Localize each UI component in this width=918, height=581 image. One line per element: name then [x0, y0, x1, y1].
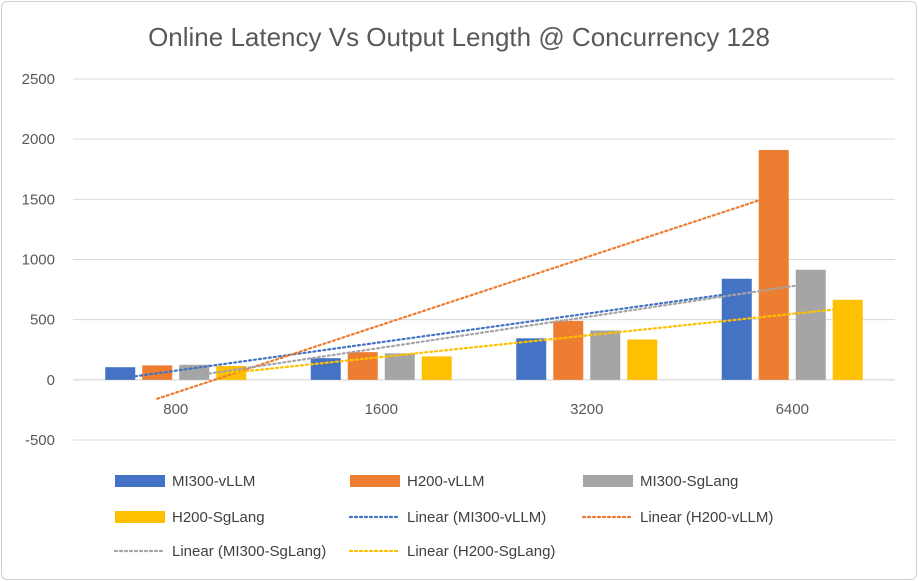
y-tick-label: 500 — [30, 312, 55, 329]
legend-label: MI300-SgLang — [640, 473, 738, 490]
y-tick-label: 0 — [47, 372, 55, 389]
bar-mi300-sglang — [590, 330, 621, 380]
bar-mi300-sglang — [384, 353, 415, 380]
trendlines — [119, 194, 849, 400]
legend-swatch — [115, 511, 165, 523]
bar-h200-vllm — [553, 320, 584, 380]
x-tick-label: 3200 — [570, 401, 603, 418]
chart-title: Online Latency Vs Output Length @ Concur… — [148, 22, 770, 52]
bar-h200-sglang — [832, 299, 863, 380]
bar-h200-vllm — [758, 149, 789, 380]
y-tick-label: 1500 — [22, 191, 55, 208]
legend-swatch — [115, 475, 165, 487]
legend-item: Linear (MI300-vLLM) — [348, 509, 546, 526]
x-tick-label: 6400 — [776, 401, 809, 418]
x-tick-label: 1600 — [365, 401, 398, 418]
legend-item: H200-vLLM — [350, 473, 485, 490]
bar-h200-sglang — [421, 356, 452, 380]
trendline-mi300-sglang — [193, 282, 812, 377]
y-tick-label: 2500 — [22, 71, 55, 88]
trendline-h200-sglang — [230, 307, 849, 374]
trendline-mi300-vllm — [119, 291, 738, 380]
gridlines — [73, 78, 895, 441]
legend-label: H200-SgLang — [172, 509, 265, 526]
legend: MI300-vLLM H200-vLLM MI300-SgLang H200-SgLa… — [113, 473, 773, 560]
bar-h200-sglang — [627, 339, 658, 380]
bar-mi300-sglang — [795, 269, 826, 380]
legend-swatch — [583, 475, 633, 487]
bar-mi300-vllm — [516, 338, 547, 380]
legend-item: MI300-SgLang — [583, 473, 738, 490]
legend-item: H200-SgLang — [115, 509, 265, 526]
y-tick-label: 1000 — [22, 252, 55, 269]
bar-h200-vllm — [347, 352, 378, 380]
legend-label: Linear (MI300-SgLang) — [172, 543, 326, 560]
legend-item: Linear (H200-SgLang) — [348, 543, 555, 560]
legend-item: Linear (MI300-SgLang) — [113, 543, 326, 560]
legend-item: MI300-vLLM — [115, 473, 255, 490]
legend-label: H200-vLLM — [407, 473, 485, 490]
legend-label: Linear (MI300-vLLM) — [407, 509, 546, 526]
legend-label: Linear (H200-vLLM) — [640, 509, 773, 526]
legend-label: MI300-vLLM — [172, 473, 255, 490]
y-tick-label: -500 — [25, 432, 55, 449]
x-axis-tick-labels: 800 1600 3200 6400 — [163, 401, 809, 418]
legend-swatch — [350, 475, 400, 487]
legend-item: Linear (H200-vLLM) — [581, 509, 773, 526]
bar-mi300-vllm — [721, 278, 752, 380]
trendline-h200-vllm — [156, 194, 775, 400]
y-tick-label: 2000 — [22, 131, 55, 148]
y-axis-tick-labels: -500 0 500 1000 1500 2000 2500 — [22, 71, 55, 449]
bars — [105, 149, 863, 380]
legend-label: Linear (H200-SgLang) — [407, 543, 555, 560]
x-tick-label: 800 — [163, 401, 188, 418]
